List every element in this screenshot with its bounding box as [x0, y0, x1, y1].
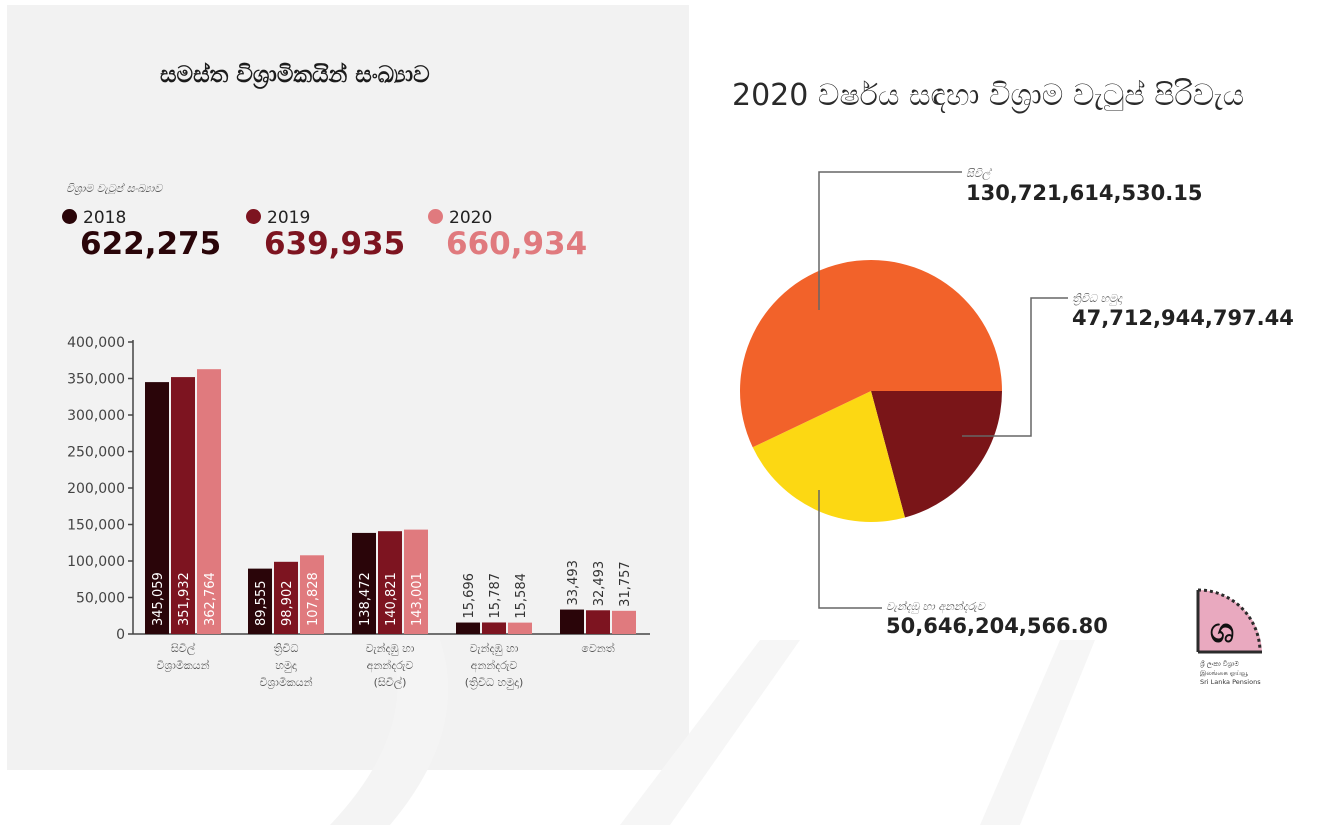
total-year-2019: 2019 [267, 208, 311, 228]
logo-caption-line-1: ශ්‍රී ලංකා විශ්‍රාම [1200, 660, 1239, 668]
x-category-label: ත්‍රිවිධ [274, 642, 299, 655]
legend-dot-2018 [62, 209, 77, 224]
bar-label: 362,764 [203, 572, 218, 626]
bar-2019-group-4 [586, 610, 610, 634]
x-category-label: වැන්දඹු හා [470, 641, 519, 656]
total-value-2019: 639,935 [264, 226, 406, 262]
x-category-label: අනන්දරුව [367, 658, 414, 673]
y-tick-label: 150,000 [67, 518, 125, 534]
bar-label: 15,584 [514, 573, 529, 619]
x-category-label: සිවිල් [171, 641, 196, 656]
pie-chart-title: 2020 වර්ෂය සඳහා විශ්‍රාම වැටුප් පිරිවැය [732, 78, 1245, 113]
pie-label-widows-value: 50,646,204,566.80 [886, 614, 1108, 638]
x-category-label: විශ්‍රාමිකයන් [156, 658, 209, 672]
y-tick-label: 300,000 [67, 408, 125, 424]
bar-2020-group-2 [404, 529, 428, 634]
total-year-2018: 2018 [83, 208, 127, 228]
total-2019: 2019 639,935 [246, 208, 405, 262]
logo-caption-line-3: Sri Lanka Pensions [1200, 678, 1261, 686]
x-category-label: වෙනත් [581, 641, 614, 655]
bar-label: 33,493 [566, 560, 581, 606]
bar-chart-title: සමස්ත විශ්‍රාමිකයින් සංඛ්‍යාව [160, 62, 430, 88]
logo-caption-line-2: இலங்கை ஓய்வூ [1200, 669, 1249, 677]
bar-2018-group-4 [560, 609, 584, 634]
legend-dot-2019 [246, 209, 261, 224]
svg-text:ශ: ශ [1210, 611, 1234, 651]
x-category-label: (ත්‍රිවිධ හමුදා) [465, 676, 524, 689]
bar-label: 15,696 [462, 573, 477, 619]
y-tick-label: 400,000 [67, 335, 125, 351]
bar-label: 31,757 [618, 561, 633, 607]
background-watermark-shapes [330, 640, 1095, 825]
bar-chart: 0 50,000 100,000 150,000 200,000 250,000 300,0… [67, 335, 650, 690]
pie-label-forces-value: 47,712,944,797.44 [1072, 306, 1294, 330]
y-tick-label: 250,000 [67, 445, 125, 461]
bar-2018-group-3 [456, 622, 480, 634]
bar-2019-group-3 [482, 622, 506, 634]
bar-label: 15,787 [488, 573, 503, 619]
x-category-label: වැන්දඹු හා [366, 641, 415, 656]
bar-label: 140,821 [384, 572, 399, 626]
x-category-label: විශ්‍රාමිකයන් [259, 675, 312, 689]
bar-label: 89,555 [254, 581, 269, 627]
total-value-2020: 660,934 [446, 226, 588, 262]
pie-label-widows-name: වැන්දඹු හා අනන්දරුව [886, 600, 985, 613]
pie-label-forces-name: ත්‍රිවිධ හමුදා [1072, 292, 1122, 305]
pension-department-logo: ශ [1196, 588, 1262, 654]
bar-chart-panel [7, 5, 689, 770]
bar-label: 98,902 [280, 581, 295, 627]
pie-label-widows: වැන්දඹු හා අනන්දරුව 50,646,204,566.80 [886, 600, 1108, 638]
bar-2018-group-0 [145, 382, 169, 634]
y-tick-label: 50,000 [76, 591, 125, 607]
leader-line-widows [818, 490, 882, 609]
totals-caption: විශ්‍රාම වැටුප් සංඛ්‍යාව [66, 182, 163, 195]
x-category-label: අනන්දරුව [471, 658, 518, 673]
bar-2020-group-0 [197, 369, 221, 634]
bar-2020-group-3 [508, 622, 532, 634]
bar-label: 107,828 [306, 572, 321, 626]
bar-label: 138,472 [358, 572, 373, 626]
pie-label-civil: සිවිල් 130,721,614,530.15 [966, 167, 1202, 205]
bar-label: 345,059 [151, 572, 166, 626]
bar-2019-group-0 [171, 377, 195, 634]
y-tick-label: 350,000 [67, 372, 125, 388]
bar-label: 32,493 [592, 561, 607, 607]
pie-label-civil-value: 130,721,614,530.15 [966, 181, 1203, 205]
bar-label: 351,932 [177, 572, 192, 626]
bar-2020-group-1 [300, 555, 324, 634]
bar-2019-group-2 [378, 531, 402, 634]
total-value-2018: 622,275 [80, 226, 222, 262]
x-category-label: (සිවිල්) [374, 675, 407, 690]
y-tick-label: 0 [116, 627, 125, 643]
total-2020: 2020 660,934 [428, 208, 587, 262]
bar-2018-group-2 [352, 532, 376, 634]
logo-caption: ශ්‍රී ලංකා විශ්‍රාම இலங்கை ஓய்வூ Sri Lan… [1200, 660, 1278, 687]
pie-slice-2 [752, 391, 905, 522]
y-tick-label: 200,000 [67, 481, 125, 497]
pie-slice-1 [871, 391, 1002, 518]
pie-label-civil-name: සිවිල් [966, 167, 991, 180]
x-category-label: හමුදා [275, 659, 297, 672]
pie-slice-0 [740, 260, 1003, 448]
total-year-2020: 2020 [449, 208, 493, 228]
total-2018: 2018 622,275 [62, 208, 221, 262]
y-tick-label: 100,000 [67, 554, 125, 570]
leader-line-forces [962, 297, 1068, 437]
legend-dot-2020 [428, 209, 443, 224]
pie-label-forces: ත්‍රිවිධ හමුදා 47,712,944,797.44 [1072, 292, 1294, 330]
bar-label: 143,001 [410, 572, 425, 626]
bar-2018-group-1 [248, 568, 272, 634]
leader-line-civil [818, 171, 962, 310]
bar-2019-group-1 [274, 561, 298, 634]
bar-2020-group-4 [612, 610, 636, 634]
